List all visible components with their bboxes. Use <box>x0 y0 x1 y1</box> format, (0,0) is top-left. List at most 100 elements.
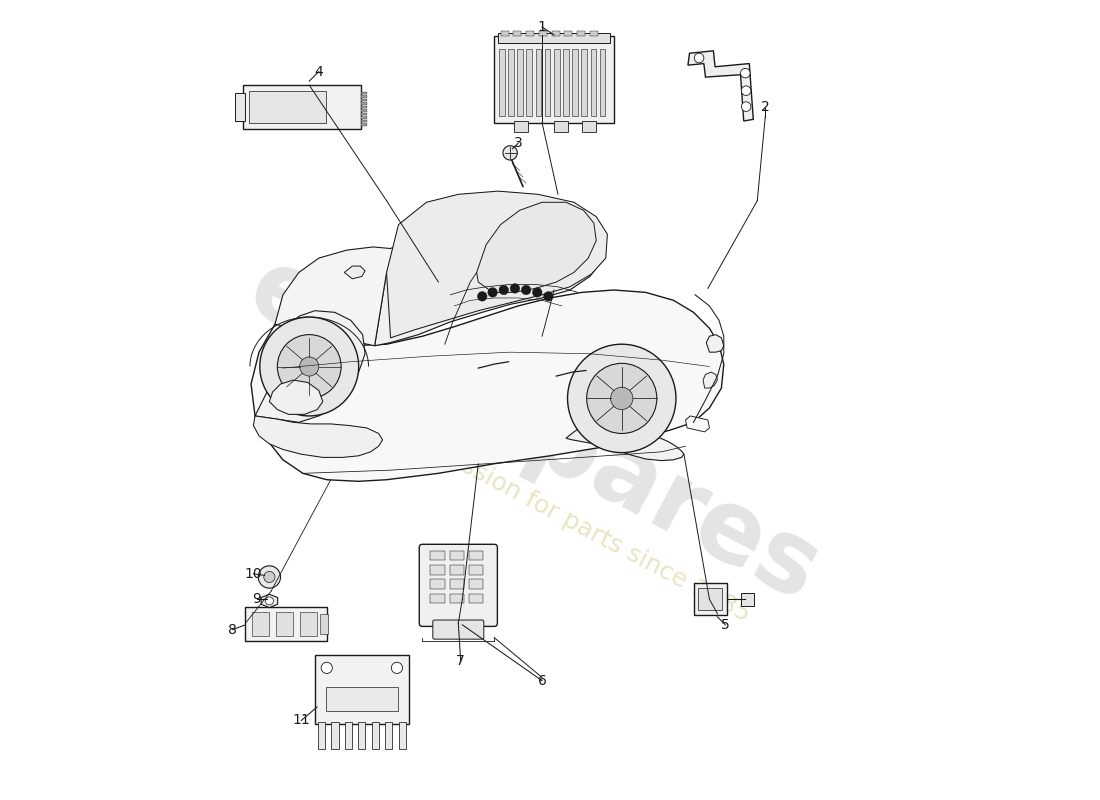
Bar <box>450 550 464 560</box>
Text: 8: 8 <box>229 622 238 637</box>
Bar <box>345 722 352 749</box>
Bar <box>469 565 483 574</box>
Circle shape <box>392 662 403 674</box>
Text: 2: 2 <box>761 100 770 114</box>
Bar <box>554 121 569 132</box>
Text: 10: 10 <box>244 566 262 581</box>
Circle shape <box>694 54 704 62</box>
Bar <box>469 594 483 603</box>
Text: 11: 11 <box>293 714 310 727</box>
Bar <box>430 594 444 603</box>
Bar <box>514 121 528 132</box>
Bar <box>361 116 367 118</box>
Polygon shape <box>275 241 407 346</box>
Bar <box>361 123 367 126</box>
Bar <box>469 579 483 589</box>
Polygon shape <box>685 416 710 432</box>
Bar <box>430 579 444 589</box>
Circle shape <box>521 286 531 294</box>
Circle shape <box>740 68 750 78</box>
Bar <box>600 50 605 116</box>
Circle shape <box>487 287 497 297</box>
Text: 3: 3 <box>514 136 522 150</box>
Circle shape <box>277 334 341 398</box>
Bar <box>527 50 532 116</box>
Bar <box>361 113 367 115</box>
Bar <box>572 50 578 116</box>
Bar <box>361 99 367 102</box>
Bar <box>276 612 294 636</box>
Bar <box>235 93 244 121</box>
Text: 9: 9 <box>252 592 261 606</box>
Bar <box>563 50 569 116</box>
Polygon shape <box>386 191 607 338</box>
Polygon shape <box>261 594 277 607</box>
Bar <box>536 50 541 116</box>
Bar <box>361 106 367 108</box>
Bar <box>591 50 596 116</box>
FancyBboxPatch shape <box>693 583 727 615</box>
Circle shape <box>499 286 508 294</box>
Bar <box>318 722 326 749</box>
Circle shape <box>586 363 657 434</box>
Polygon shape <box>565 422 684 461</box>
Bar <box>551 31 560 36</box>
Bar <box>539 31 547 36</box>
Bar <box>398 722 406 749</box>
Circle shape <box>543 291 553 301</box>
Text: 6: 6 <box>538 674 547 688</box>
Circle shape <box>321 662 332 674</box>
Bar <box>430 565 444 574</box>
Bar <box>361 92 367 94</box>
Polygon shape <box>253 416 383 458</box>
FancyBboxPatch shape <box>250 91 326 122</box>
Bar <box>252 612 270 636</box>
Bar <box>361 95 367 98</box>
Bar <box>320 614 329 634</box>
Text: 4: 4 <box>315 65 323 78</box>
Bar <box>500 31 508 36</box>
FancyBboxPatch shape <box>494 37 614 122</box>
FancyBboxPatch shape <box>498 34 609 43</box>
Circle shape <box>510 284 519 293</box>
Bar <box>508 50 514 116</box>
Text: 1: 1 <box>538 20 547 34</box>
Polygon shape <box>270 380 322 414</box>
Circle shape <box>258 566 280 588</box>
Circle shape <box>260 317 359 416</box>
FancyBboxPatch shape <box>419 544 497 626</box>
Bar <box>359 722 365 749</box>
Bar <box>544 50 550 116</box>
Polygon shape <box>344 266 365 279</box>
Text: 7: 7 <box>456 654 465 669</box>
Circle shape <box>265 597 274 605</box>
FancyBboxPatch shape <box>326 687 398 711</box>
Bar <box>361 110 367 112</box>
Circle shape <box>532 287 542 297</box>
Circle shape <box>741 102 751 111</box>
Bar <box>372 722 378 749</box>
Polygon shape <box>251 290 724 482</box>
Text: eurospares: eurospares <box>232 241 836 623</box>
Circle shape <box>299 357 319 376</box>
Bar <box>526 31 535 36</box>
Bar <box>578 31 585 36</box>
Bar <box>582 121 596 132</box>
Polygon shape <box>476 202 596 292</box>
FancyBboxPatch shape <box>243 85 361 129</box>
Circle shape <box>568 344 676 453</box>
Bar <box>554 50 560 116</box>
Bar <box>564 31 572 36</box>
Bar <box>514 31 521 36</box>
Bar <box>385 722 393 749</box>
Polygon shape <box>688 51 754 121</box>
FancyBboxPatch shape <box>741 593 755 606</box>
Bar <box>499 50 505 116</box>
Bar <box>331 722 339 749</box>
FancyBboxPatch shape <box>315 655 409 724</box>
Circle shape <box>741 86 751 95</box>
Circle shape <box>477 291 487 301</box>
Bar <box>582 50 587 116</box>
Text: a passion for parts since 1985: a passion for parts since 1985 <box>409 428 755 627</box>
Bar <box>450 565 464 574</box>
